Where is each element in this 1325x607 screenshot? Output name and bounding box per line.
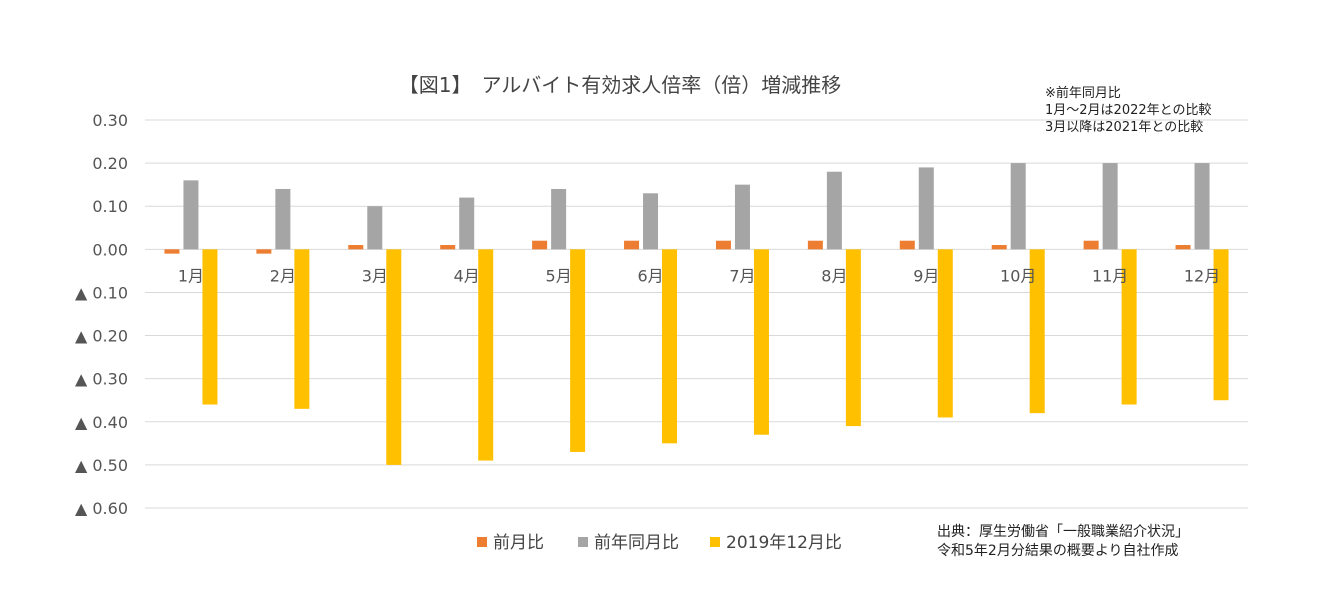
- bar: [1102, 163, 1118, 250]
- bar: [1213, 249, 1229, 401]
- y-tick-label: 0.00: [92, 240, 128, 259]
- comparison-note: ※前年同月比 1月～2月は2022年との比較 3月以降は2021年との比較: [1045, 85, 1212, 135]
- bar: [256, 249, 272, 254]
- x-tick-label: 11月: [1092, 266, 1128, 285]
- bar: [899, 240, 915, 250]
- bar: [1194, 163, 1210, 250]
- y-tick-label: ▲ 0.40: [75, 413, 128, 432]
- bar: [202, 249, 218, 405]
- y-tick-label: 0.30: [92, 111, 128, 130]
- bar: [845, 249, 861, 427]
- legend-swatch: [477, 537, 487, 547]
- gridlines: [145, 119, 1248, 509]
- legend: 前月比 前年同月比 2019年12月比: [477, 533, 842, 553]
- source-line: 出典：厚生労働省「一般職業紹介状況」: [937, 524, 1189, 540]
- legend-swatch: [578, 537, 588, 547]
- bar: [991, 245, 1007, 250]
- x-tick-label: 7月: [729, 266, 755, 285]
- x-tick-label: 10月: [1000, 266, 1036, 285]
- bar: [1010, 163, 1026, 250]
- bar: [532, 240, 548, 250]
- bars: [164, 163, 1229, 465]
- bar: [183, 180, 199, 250]
- bar: [551, 188, 567, 250]
- bar: [918, 167, 934, 250]
- bar: [826, 171, 842, 250]
- note-line: ※前年同月比: [1045, 85, 1121, 101]
- bar: [275, 188, 291, 250]
- legend-label: 2019年12月比: [726, 533, 842, 553]
- note-line: 3月以降は2021年との比較: [1045, 120, 1203, 135]
- legend-swatch: [710, 537, 720, 547]
- y-tick-label: ▲ 0.50: [75, 456, 128, 475]
- y-tick-label: ▲ 0.20: [75, 327, 128, 346]
- x-tick-label: 9月: [913, 266, 939, 285]
- x-tick-label: 12月: [1184, 266, 1220, 285]
- x-tick-label: 4月: [454, 266, 480, 285]
- source-line: 令和5年2月分結果の概要より自社作成: [937, 543, 1179, 559]
- chart-title: 【図1】 アルバイト有効求人倍率（倍）増減推移: [399, 73, 842, 97]
- y-axis-ticks: 0.30 0.20 0.10 0.00 ▲ 0.10 ▲ 0.20 ▲ 0.30 ▲ 0.40…: [75, 111, 128, 518]
- bar: [807, 240, 823, 250]
- y-tick-label: 0.10: [92, 197, 128, 216]
- bar: [1083, 240, 1099, 250]
- bar: [478, 249, 494, 461]
- legend-label: 前年同月比: [594, 533, 679, 553]
- note-line: 1月～2月は2022年との比較: [1045, 103, 1212, 118]
- bar: [662, 249, 678, 444]
- bar: [459, 197, 475, 250]
- x-tick-label: 6月: [637, 266, 663, 285]
- bar: [937, 249, 953, 418]
- legend-label: 前月比: [493, 533, 544, 553]
- bar: [643, 193, 659, 250]
- bar: [348, 245, 364, 250]
- bar: [753, 249, 769, 435]
- y-tick-label: ▲ 0.30: [75, 370, 128, 389]
- bar: [294, 249, 310, 409]
- source-note: 出典：厚生労働省「一般職業紹介状況」令和5年2月分結果の概要より自社作成: [937, 524, 1189, 559]
- bar: [1175, 245, 1191, 250]
- bar: [570, 249, 586, 452]
- y-tick-label: 0.20: [92, 154, 128, 173]
- bar: [624, 240, 640, 250]
- x-axis-ticks: 1月 2月 3月 4月 5月 6月 7月 8月 9月 10月 11月 12月: [178, 266, 1220, 285]
- x-tick-label: 2月: [270, 266, 296, 285]
- x-tick-label: 1月: [178, 266, 204, 285]
- bar: [386, 249, 402, 465]
- bar: [164, 249, 180, 254]
- x-tick-label: 5月: [546, 266, 572, 285]
- bar: [1029, 249, 1045, 414]
- bar: [715, 240, 731, 250]
- y-tick-label: ▲ 0.10: [75, 283, 128, 302]
- bar: [440, 245, 456, 250]
- bar: [1121, 249, 1137, 405]
- y-tick-label: ▲ 0.60: [75, 499, 128, 518]
- x-tick-label: 3月: [362, 266, 388, 285]
- x-tick-label: 8月: [821, 266, 847, 285]
- bar: [734, 184, 750, 250]
- bar: [367, 206, 383, 250]
